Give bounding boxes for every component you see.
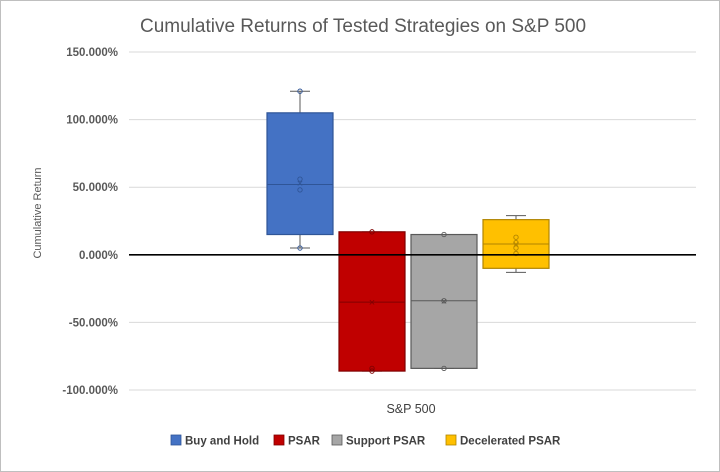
gridlines <box>129 51 696 391</box>
mean-marker: × <box>369 297 375 309</box>
legend-label: Decelerated PSAR <box>460 436 561 448</box>
data-point <box>297 245 303 251</box>
y-tick-label: -50.000% <box>69 317 118 329</box>
legend-item: Decelerated PSAR <box>445 434 561 448</box>
box-body <box>410 233 478 369</box>
data-point <box>441 231 447 238</box>
legend-swatch <box>170 434 182 446</box>
box-psar: × <box>338 229 406 374</box>
data-point <box>513 245 519 251</box>
chart-title: Cumulative Returns of Tested Strategies … <box>140 16 586 37</box>
data-point <box>369 365 375 372</box>
y-tick-label: 0.000% <box>79 250 118 262</box>
y-tick-label: 50.000% <box>73 182 118 194</box>
legend-label: PSAR <box>288 436 321 448</box>
data-point <box>297 88 303 94</box>
box-decelerated-psar: × <box>482 215 550 273</box>
box-series: × × × × <box>266 88 550 374</box>
box-buy-and-hold: × <box>266 88 334 251</box>
legend-item: PSAR <box>273 434 321 448</box>
box-support-psar: × <box>410 231 478 372</box>
y-tick-label: 100.000% <box>66 115 118 127</box>
legend-item: Buy and Hold <box>170 434 259 448</box>
data-point <box>441 298 447 304</box>
data-point <box>369 229 375 235</box>
data-point <box>513 250 519 257</box>
legend: Buy and Hold PSAR Support PSAR Decelerated … <box>170 434 561 448</box>
data-point <box>297 176 303 182</box>
legend-label: Buy and Hold <box>185 436 259 448</box>
legend-item: Support PSAR <box>331 434 426 448</box>
box-body <box>266 112 334 236</box>
legend-label: Support PSAR <box>346 436 426 448</box>
y-axis-title: Cumulative Return <box>32 167 44 258</box>
data-point <box>441 365 447 372</box>
data-point <box>513 234 519 240</box>
data-point <box>369 368 375 374</box>
legend-swatch <box>273 434 285 446</box>
mean-marker: × <box>441 296 447 308</box>
y-tick-label: -100.000% <box>62 385 118 397</box>
data-point <box>297 187 303 193</box>
legend-swatch <box>445 434 457 446</box>
y-tick-labels: -100.000% -50.000% 0.000% 50.000% 100.000% 15… <box>62 47 118 397</box>
y-tick-label: 150.000% <box>66 47 118 59</box>
legend-swatch <box>331 434 343 446</box>
data-point <box>513 239 519 246</box>
x-category-label: S&P 500 <box>386 402 435 416</box>
mean-marker: × <box>297 178 303 190</box>
